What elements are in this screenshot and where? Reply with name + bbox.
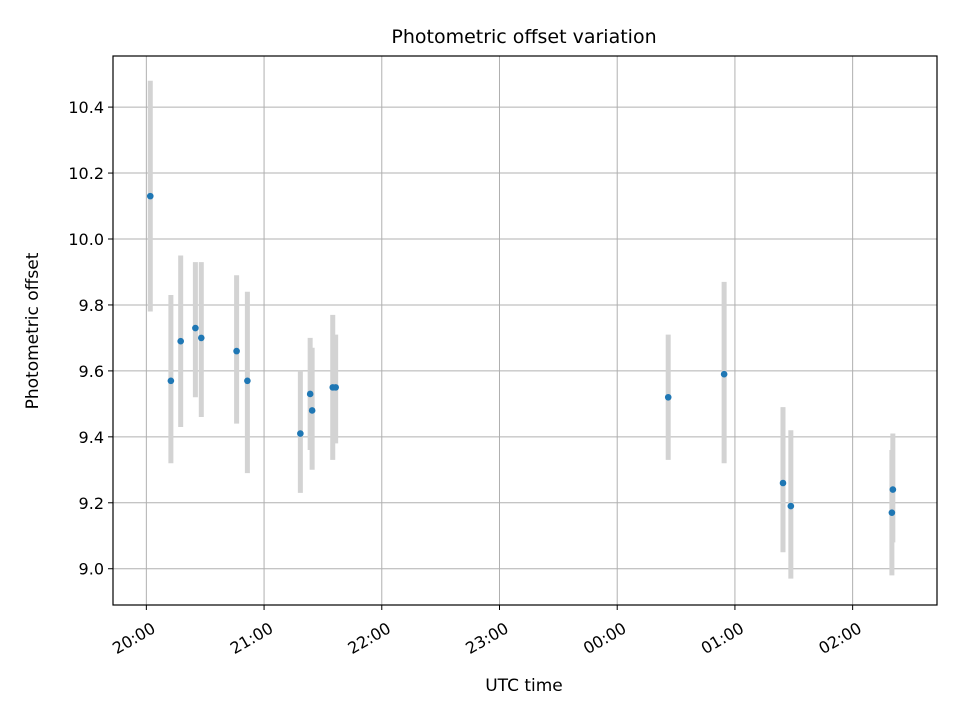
data-points bbox=[146, 192, 897, 516]
y-tick-label: 10.2 bbox=[68, 164, 104, 183]
data-point bbox=[332, 384, 339, 391]
grid bbox=[113, 56, 937, 605]
data-point bbox=[306, 390, 314, 398]
data-point bbox=[787, 502, 795, 510]
data-point bbox=[779, 479, 787, 487]
data-point bbox=[664, 393, 672, 401]
y-axis-ticks: 9.0 9.2 9.4 9.6 9.8 10.0 10.2 10.4 bbox=[68, 98, 113, 579]
y-tick-label: 9.2 bbox=[79, 494, 104, 513]
plot-frame bbox=[112, 55, 938, 606]
data-point bbox=[192, 324, 199, 332]
y-tick-label: 10.0 bbox=[68, 230, 104, 249]
x-axis-label: UTC time bbox=[485, 676, 563, 696]
data-point bbox=[197, 334, 205, 342]
data-point bbox=[177, 337, 184, 345]
data-point bbox=[167, 377, 175, 385]
chart-title: Photometric offset variation bbox=[391, 26, 656, 48]
y-axis-label: Photometric offset bbox=[23, 252, 43, 409]
data-point bbox=[720, 370, 728, 378]
data-point bbox=[244, 377, 251, 385]
data-point bbox=[233, 347, 240, 355]
y-tick-label: 9.0 bbox=[79, 560, 104, 579]
data-point bbox=[146, 192, 154, 200]
data-point bbox=[889, 486, 897, 493]
data-point bbox=[297, 430, 304, 437]
y-tick-label: 10.4 bbox=[68, 98, 104, 117]
data-point bbox=[888, 509, 896, 516]
y-tick-label: 9.8 bbox=[79, 296, 104, 315]
y-tick-label: 9.4 bbox=[79, 428, 104, 447]
y-tick-label: 9.6 bbox=[79, 362, 104, 381]
data-point bbox=[308, 407, 316, 414]
